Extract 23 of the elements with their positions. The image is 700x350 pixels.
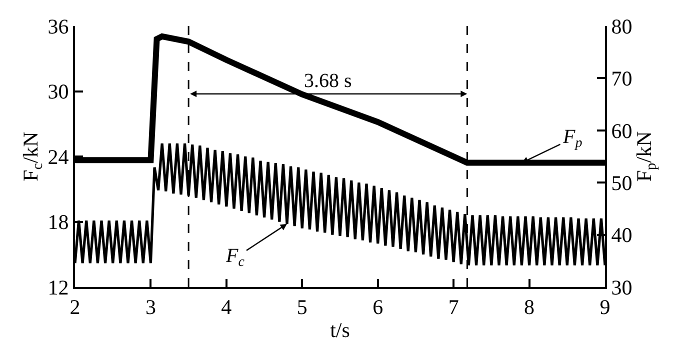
y2-tick-label: 80 xyxy=(611,14,632,38)
annotation: 3.68 s xyxy=(304,70,352,92)
y-tick-label: 36 xyxy=(48,14,69,38)
y2-tick-label: 50 xyxy=(611,170,632,195)
x-tick-label: 2 xyxy=(70,295,80,320)
y2-tick-label: 70 xyxy=(611,66,632,91)
series-label: F$_{c}$ xyxy=(225,245,246,270)
y-tick-label: 12 xyxy=(48,275,69,300)
x-tick-label: 4 xyxy=(221,295,232,320)
y-tick-label: 18 xyxy=(48,210,69,234)
y2-tick-label: 40 xyxy=(611,223,632,248)
series-label: F$_{p}$ xyxy=(562,126,582,152)
x-tick-label: 9 xyxy=(600,295,610,320)
x-axis-title: t/s xyxy=(330,318,350,342)
y2-tick-label: 30 xyxy=(611,275,632,300)
x-tick-label: 8 xyxy=(524,295,535,320)
x-tick-label: 5 xyxy=(296,295,308,320)
x-tick-label: 7 xyxy=(448,295,459,320)
x-tick-label: 3 xyxy=(145,295,156,320)
y-tick-label: 30 xyxy=(48,80,69,104)
y-tick-label: 24 xyxy=(48,144,70,169)
x-tick-label: 6 xyxy=(372,295,384,320)
y2-tick-label: 60 xyxy=(611,118,632,143)
